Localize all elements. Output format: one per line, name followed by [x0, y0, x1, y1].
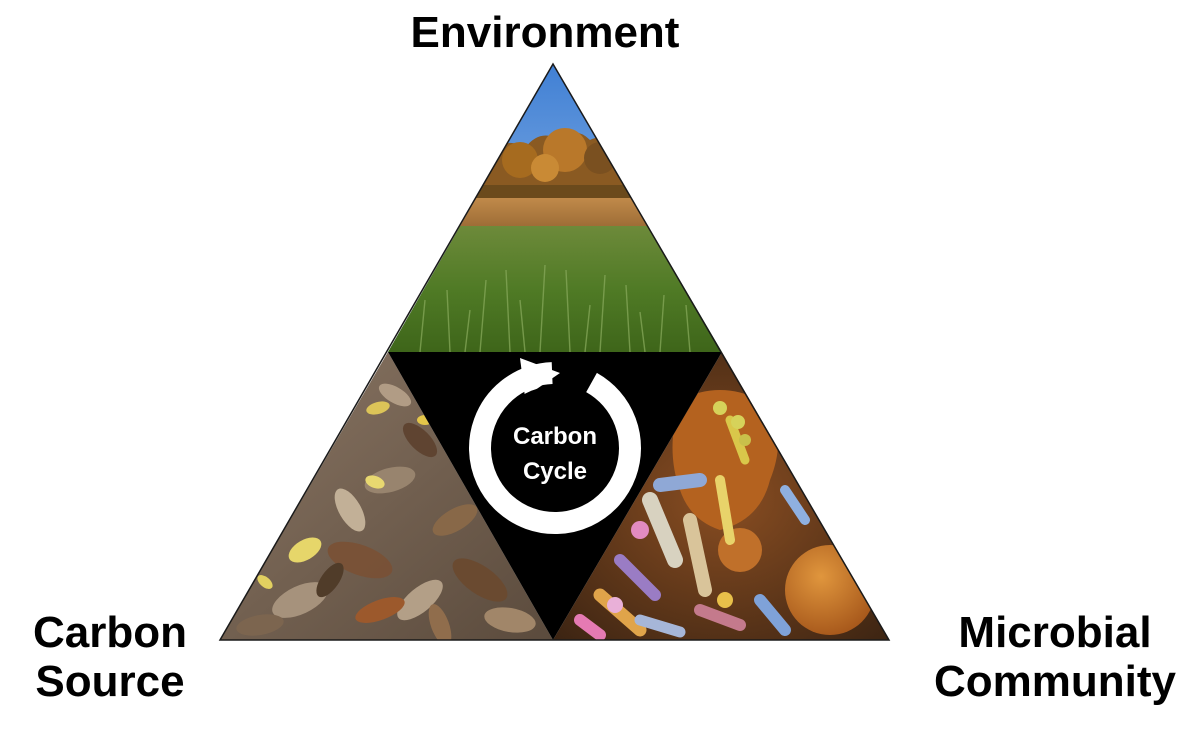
environment-label: Environment: [410, 8, 680, 57]
carbon-source-label-line2: Source: [35, 657, 185, 707]
microbial-community-label: Microbial Community: [920, 608, 1190, 707]
center-label-line2: Cycle: [522, 457, 588, 485]
carbon-source-label-line1: Carbon: [33, 608, 187, 657]
center-label-line1: Carbon: [513, 423, 597, 450]
carbon-source-label: Carbon Source: [10, 608, 210, 707]
microbial-community-label-line1: Microbial: [958, 608, 1152, 657]
grassland-photo-panel: [388, 64, 722, 352]
center-label: Carbon Cycle: [490, 420, 620, 490]
microbial-community-label-line2: Community: [934, 657, 1176, 707]
cycle-arrow-icon: [469, 358, 641, 534]
outer-triangle-outline: [218, 62, 891, 641]
